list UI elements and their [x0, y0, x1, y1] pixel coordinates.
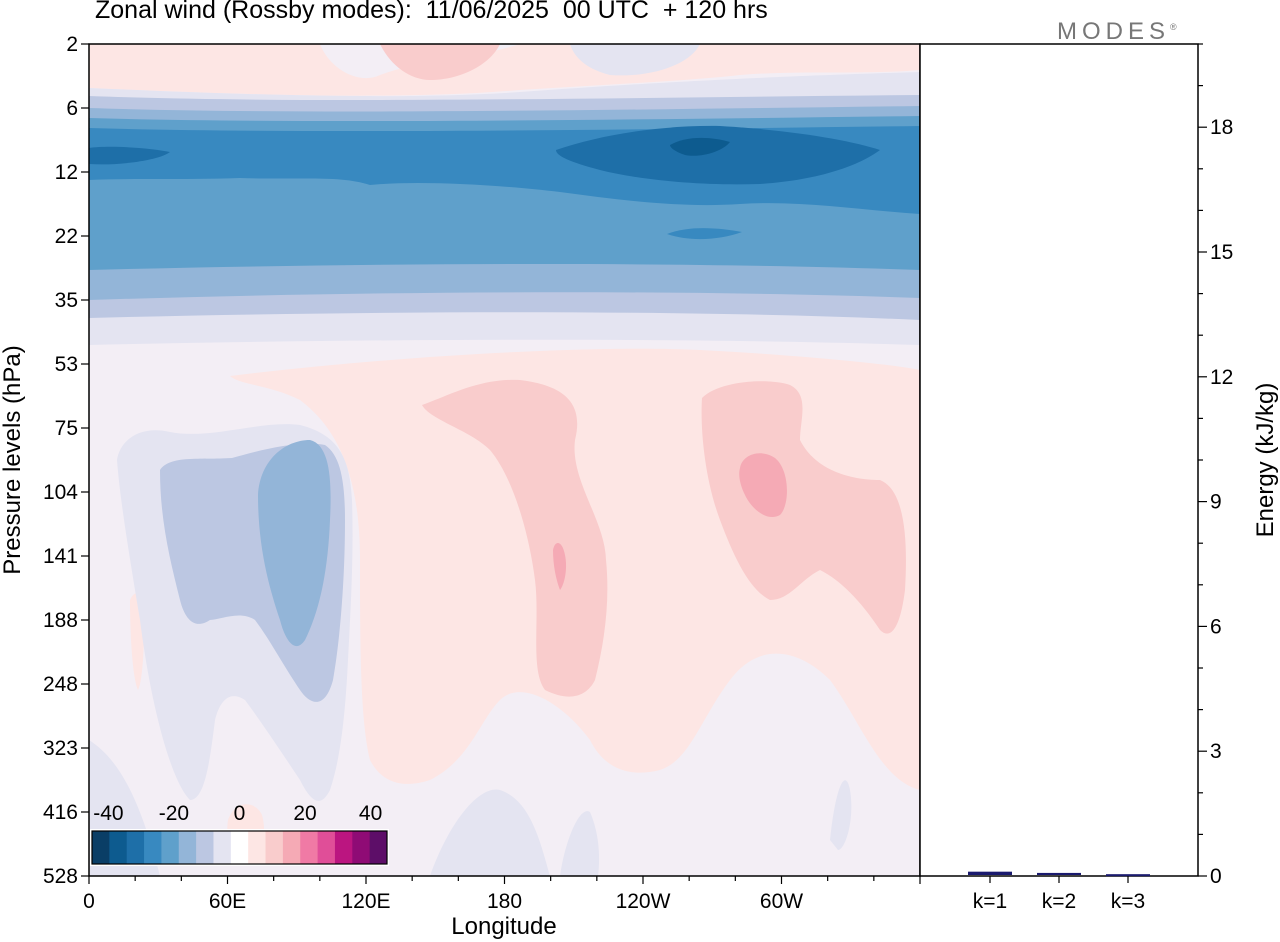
colorbar-tick-label: 20 [293, 802, 316, 825]
y-tick-label: 104 [43, 481, 78, 504]
y-tick-label: 141 [43, 545, 78, 568]
energy-tick-label: 9 [1210, 491, 1222, 514]
y-tick-label: 12 [55, 161, 78, 184]
y-tick-label: 323 [43, 737, 78, 760]
colorbar-swatch [230, 831, 249, 864]
energy-y-axis: 0 3 6 9 12 15 18 [1198, 43, 1233, 888]
y-tick-label: 22 [55, 225, 78, 248]
colorbar-swatch [92, 831, 110, 864]
energy-bars: k=1 k=2 k=3 [968, 871, 1150, 913]
energy-panel: k=1 k=2 k=3 0 3 6 9 12 15 18 Energy (kJ/kg) [919, 43, 1279, 913]
y-tick-label: 2 [66, 33, 78, 56]
energy-bar [968, 871, 1012, 875]
energy-tick-label: 0 [1210, 865, 1222, 888]
colorbar-swatch [196, 831, 214, 864]
energy-bar [1106, 874, 1150, 877]
energy-tick-label: 18 [1210, 116, 1233, 139]
modes-logo: MODES® [1057, 18, 1177, 46]
colorbar-frame [91, 830, 388, 865]
colorbar-tick-label: 40 [359, 802, 382, 825]
contour-fill [830, 780, 852, 850]
colorbar-swatch [352, 831, 371, 864]
contour-fill [670, 137, 730, 156]
x-tick-label: 60E [209, 890, 246, 913]
contour-fill [258, 440, 331, 647]
y-tick-label: 188 [43, 609, 78, 632]
colorbar-swatch [248, 831, 267, 864]
y-tick-label: 53 [55, 353, 78, 376]
energy-x-label: k=1 [973, 890, 1007, 913]
colorbar-swatch [282, 831, 301, 864]
y-tick-label: 416 [43, 801, 78, 824]
registered-mark: ® [1170, 22, 1177, 32]
x-tick-label: 180 [487, 890, 522, 913]
colorbar-swatch [109, 831, 128, 864]
x-tick-label: 120W [616, 890, 671, 913]
contour-fill [570, 44, 700, 76]
x-axis-label: Longitude [451, 913, 556, 940]
contour-fills [89, 44, 920, 876]
contour-fill [89, 146, 170, 165]
y-tick-label: 528 [43, 865, 78, 888]
colorbar-swatch [161, 831, 180, 864]
logo-text: MODES [1057, 18, 1171, 45]
chart-title: Zonal wind (Rossby modes): 11/06/2025 00… [95, 0, 768, 24]
y-tick-label: 35 [55, 289, 78, 312]
contour-fill [553, 543, 567, 590]
x-tick-label: 60W [760, 890, 803, 913]
colorbar-tick-label: -20 [159, 802, 189, 825]
contour-fill [422, 379, 608, 697]
y-tick-label: 6 [66, 97, 78, 120]
contour-fill [556, 125, 880, 185]
x-axis: 0 60E 120E 180 120W 60W [83, 876, 921, 913]
colorbar-tick-label: -40 [93, 802, 123, 825]
x-tick-label: 120E [341, 890, 390, 913]
y-tick-label: 75 [55, 417, 78, 440]
energy-tick-label: 6 [1210, 615, 1222, 638]
energy-panel-frame [919, 43, 1199, 877]
colorbar-swatch [265, 831, 284, 864]
energy-x-label: k=2 [1042, 890, 1076, 913]
contour-plot [88, 43, 921, 877]
contour-fill [89, 44, 920, 96]
energy-tick-label: 12 [1210, 366, 1233, 389]
contour-fill [667, 228, 742, 240]
y-axis: 2 6 12 22 35 53 75 104 141 188 248 323 416 528 [43, 33, 89, 888]
energy-tick-label: 15 [1210, 241, 1233, 264]
energy-axis-label: Energy (kJ/kg) [1252, 383, 1279, 538]
x-tick-label: 0 [83, 890, 95, 913]
contour-fill [380, 44, 500, 80]
colorbar-swatch [334, 831, 353, 864]
colorbar: -40 -20 0 20 40 [90, 802, 389, 866]
y-axis-label: Pressure levels (hPa) [0, 345, 26, 574]
contour-fill [430, 789, 550, 876]
contour-fill [701, 381, 906, 634]
colorbar-swatch [317, 831, 336, 864]
energy-x-label: k=3 [1111, 890, 1145, 913]
y-tick-label: 248 [43, 673, 78, 696]
contour-fill [739, 453, 787, 518]
colorbar-swatch [144, 831, 162, 864]
colorbar-swatch [213, 831, 232, 864]
contour-fill [560, 811, 600, 876]
energy-bar [1037, 872, 1081, 875]
colorbar-swatch [126, 831, 145, 864]
colorbar-swatch [369, 831, 388, 864]
colorbar-swatch [178, 831, 197, 864]
energy-tick-label: 3 [1210, 740, 1222, 763]
colorbar-tick-label: 0 [234, 802, 246, 825]
colorbar-swatch [300, 831, 319, 864]
